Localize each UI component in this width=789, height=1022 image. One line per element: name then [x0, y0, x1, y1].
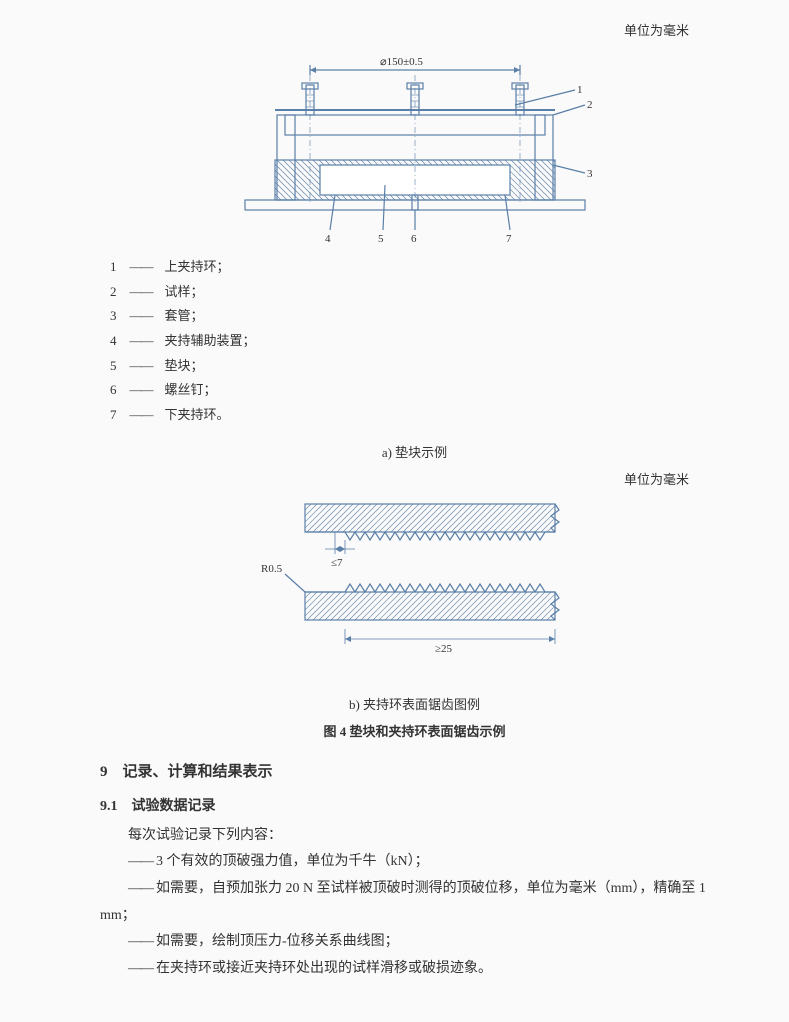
svg-text:R0.5: R0.5 [261, 563, 283, 575]
svg-text:6: 6 [411, 233, 417, 245]
section-9-heading: 9 记录、计算和结果表示 [100, 760, 729, 781]
svg-text:≥25: ≥25 [435, 643, 453, 655]
svg-text:7: 7 [506, 233, 512, 245]
list-item: 如需要，自预加张力 20 N 至试样被顶破时测得的顶破位移，单位为毫米（mm），… [100, 876, 729, 929]
section-9-1-heading: 9.1 试验数据记录 [100, 795, 729, 815]
unit-label-top: 单位为毫米 [100, 20, 729, 39]
svg-text:4: 4 [325, 233, 331, 245]
legend-list: 1——上夹持环；2——试样；3——套管；4——夹持辅助装置；5——垫块；6——螺… [110, 255, 729, 428]
legend-item: 7——下夹持环。 [110, 403, 729, 428]
paragraph-intro: 每次试验记录下列内容： [100, 823, 729, 850]
unit-label-mid: 单位为毫米 [100, 469, 729, 488]
legend-item: 6——螺丝钉； [110, 378, 729, 403]
svg-text:5: 5 [378, 233, 384, 245]
svg-text:2: 2 [587, 99, 593, 111]
caption-a: a) 垫块示例 [100, 442, 729, 461]
legend-item: 2——试样； [110, 280, 729, 305]
svg-text:1: 1 [577, 84, 583, 96]
caption-b2: 图 4 垫块和夹持环表面锯齿示例 [100, 721, 729, 740]
legend-item: 1——上夹持环； [110, 255, 729, 280]
diagram-b: R0.5 ≤7 ≥25 [235, 494, 595, 684]
legend-item: 4——夹持辅助装置； [110, 329, 729, 354]
svg-text:⌀150±0.5: ⌀150±0.5 [380, 56, 423, 68]
svg-text:3: 3 [587, 168, 593, 180]
legend-item: 3——套管； [110, 304, 729, 329]
list-item: 3 个有效的顶破强力值，单位为千牛（kN）； [100, 849, 729, 876]
list-item: 如需要，绘制顶压力-位移关系曲线图； [100, 929, 729, 956]
diagram-a: ⌀150±0.5 12 3 4 5 6 7 [215, 45, 615, 245]
legend-item: 5——垫块； [110, 354, 729, 379]
list-item: 在夹持环或接近夹持环处出现的试样滑移或破损迹象。 [100, 956, 729, 983]
svg-text:≤7: ≤7 [331, 557, 343, 569]
caption-b1: b) 夹持环表面锯齿图例 [100, 694, 729, 713]
